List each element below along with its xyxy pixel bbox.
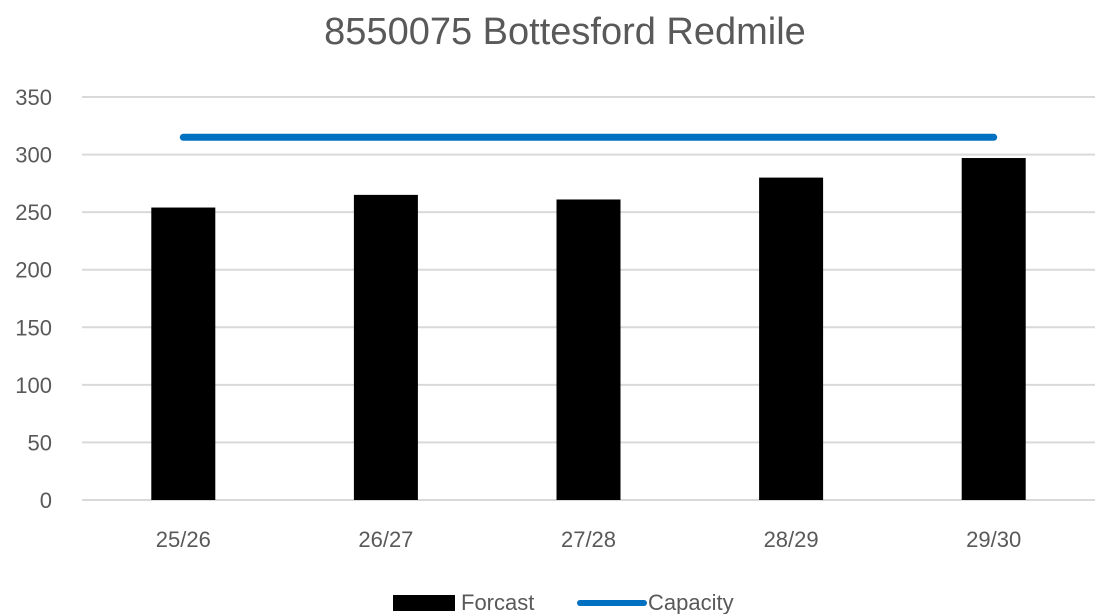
y-tick-label: 150 [15, 315, 52, 340]
y-axis-ticks: 0 50 100 150 200 250 300 350 [15, 85, 52, 513]
x-tick-label: 29/30 [966, 527, 1021, 552]
y-tick-label: 300 [15, 143, 52, 168]
x-tick-label: 26/27 [358, 527, 413, 552]
legend: Forcast Capacity [393, 590, 734, 614]
bar-series [151, 158, 1026, 501]
bar-28-29 [759, 177, 824, 500]
y-tick-label: 350 [15, 85, 52, 110]
bar-25-26 [151, 207, 216, 500]
bar-26-27 [353, 194, 418, 500]
bar-29-30 [961, 158, 1026, 501]
chart-title: 8550075 Bottesford Redmile [324, 11, 806, 53]
y-tick-label: 250 [15, 200, 52, 225]
y-tick-label: 200 [15, 258, 52, 283]
bar-27-28 [556, 199, 621, 500]
legend-label-capacity: Capacity [648, 590, 734, 614]
y-tick-label: 100 [15, 373, 52, 398]
x-tick-label: 27/28 [561, 527, 616, 552]
y-tick-label: 0 [40, 488, 52, 513]
y-tick-label: 50 [28, 430, 52, 455]
x-tick-label: 25/26 [156, 527, 211, 552]
legend-label-forcast: Forcast [461, 590, 534, 614]
legend-swatch-forcast [393, 595, 455, 611]
x-tick-label: 28/29 [764, 527, 819, 552]
x-axis-ticks: 25/26 26/27 27/28 28/29 29/30 [156, 527, 1021, 552]
